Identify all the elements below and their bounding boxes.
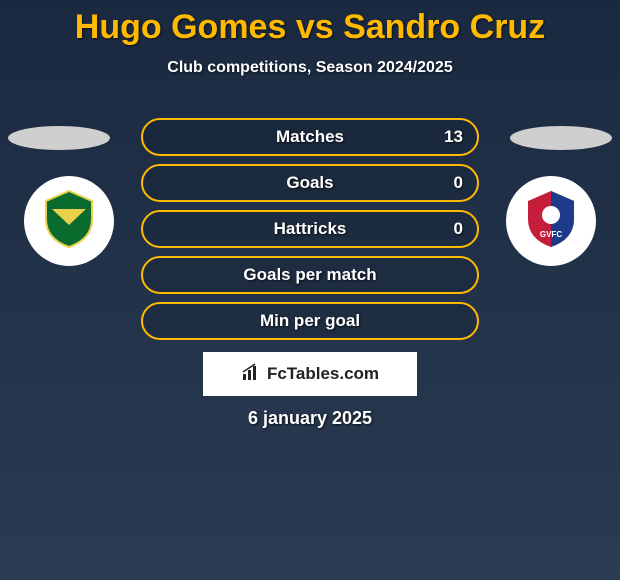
- page-subtitle: Club competitions, Season 2024/2025: [0, 59, 620, 77]
- stats-container: Matches 13 Goals 0 Hattricks 0 Goals per…: [141, 118, 479, 348]
- player-left-ellipse: [8, 126, 110, 150]
- stat-right-value: 0: [454, 166, 463, 200]
- stat-label: Min per goal: [143, 304, 477, 338]
- stat-row-hattricks: Hattricks 0: [141, 210, 479, 248]
- shield-icon: [42, 189, 96, 254]
- stat-row-min-per-goal: Min per goal: [141, 302, 479, 340]
- shield-icon: GVFC: [524, 189, 578, 254]
- attribution-badge[interactable]: FcTables.com: [203, 352, 417, 396]
- club-logo-right: GVFC: [506, 176, 596, 266]
- attribution-text: FcTables.com: [267, 364, 379, 384]
- svg-text:GVFC: GVFC: [540, 230, 562, 239]
- stat-row-matches: Matches 13: [141, 118, 479, 156]
- stat-row-goals: Goals 0: [141, 164, 479, 202]
- stat-right-value: 0: [454, 212, 463, 246]
- stat-row-goals-per-match: Goals per match: [141, 256, 479, 294]
- stat-right-value: 13: [444, 120, 463, 154]
- player-right-ellipse: [510, 126, 612, 150]
- date-text: 6 january 2025: [0, 408, 620, 429]
- stat-label: Goals: [143, 166, 477, 200]
- page-title: Hugo Gomes vs Sandro Cruz: [0, 0, 620, 47]
- stat-label: Hattricks: [143, 212, 477, 246]
- chart-icon: [241, 362, 261, 387]
- stat-label: Matches: [143, 120, 477, 154]
- club-logo-left: [24, 176, 114, 266]
- stat-label: Goals per match: [143, 258, 477, 292]
